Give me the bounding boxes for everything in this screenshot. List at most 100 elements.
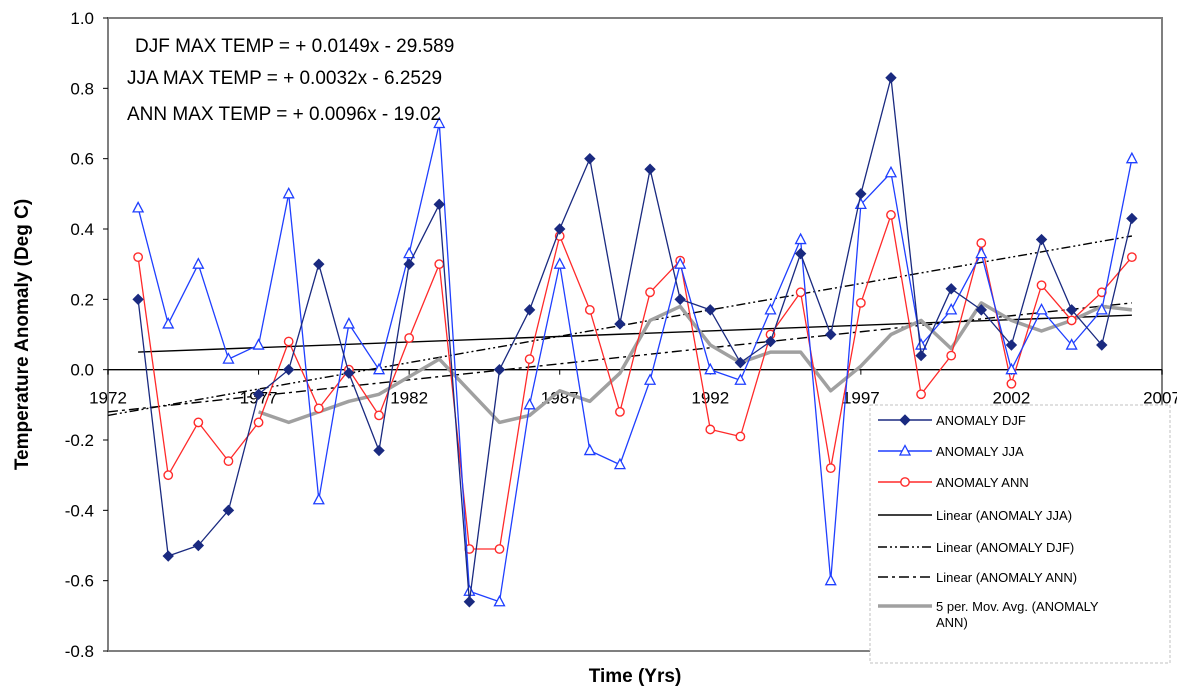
data-point (1096, 339, 1108, 351)
legend-swatch-marker (898, 444, 912, 456)
data-point (855, 188, 867, 200)
data-point (915, 349, 927, 362)
data-point (312, 492, 325, 505)
data-point (374, 410, 384, 421)
legend-swatch-marker (900, 477, 910, 487)
data-point (795, 287, 806, 298)
data-point (794, 232, 807, 245)
data-point (1095, 302, 1108, 315)
legend-label-line: ANN) (936, 615, 968, 630)
data-point (704, 304, 716, 316)
data-point (523, 397, 536, 410)
data-point (343, 367, 355, 379)
data-point (584, 152, 596, 165)
data-point (252, 338, 265, 350)
legend-item: 5 per. Mov. Avg. (ANOMALY ANN) (878, 599, 1099, 630)
data-point (705, 424, 716, 435)
y-tick-label: -0.6 (65, 572, 94, 591)
data-point (764, 302, 777, 315)
data-point (282, 186, 295, 199)
data-point (403, 246, 416, 259)
data-point (162, 317, 175, 329)
legend-item: Linear (ANOMALY DJF) (878, 540, 1074, 555)
y-tick-label: 0.0 (70, 361, 94, 380)
data-point (884, 165, 898, 178)
legend-label: Linear (ANOMALY ANN) (936, 570, 1077, 585)
data-point (855, 297, 866, 308)
data-point (222, 504, 235, 517)
data-point (734, 356, 747, 369)
data-point (554, 223, 566, 235)
data-point (614, 318, 626, 330)
data-point (1006, 378, 1017, 389)
data-point (1035, 302, 1048, 315)
legend-label-line: 5 per. Mov. Avg. (ANOMALY (936, 599, 1099, 614)
legend-item: ANOMALY DJF (878, 413, 1026, 428)
data-point (403, 258, 415, 270)
data-point (976, 238, 987, 248)
data-point (1066, 315, 1077, 326)
data-point (193, 417, 204, 428)
data-point (704, 362, 717, 375)
legend-box (869, 404, 1171, 664)
data-point (222, 352, 235, 364)
data-point (373, 444, 385, 457)
y-tick-label: 1.0 (70, 9, 94, 28)
data-point (494, 544, 505, 554)
legend-label: Linear (ANOMALY JJA) (936, 508, 1072, 523)
legend-label: ANOMALY JJA (936, 444, 1024, 459)
series-linear-anomaly-ann (107, 302, 1132, 413)
data-point (553, 257, 566, 269)
data-point (163, 470, 174, 481)
data-point (433, 198, 445, 211)
x-tick-label: 1972 (89, 389, 127, 408)
data-point (404, 333, 415, 343)
moving-average-line (258, 301, 1133, 425)
x-tick-label: 1992 (691, 389, 729, 408)
y-tick-label: -0.2 (65, 431, 94, 450)
data-point (1005, 339, 1018, 351)
data-point (1126, 212, 1138, 225)
data-point (493, 363, 506, 376)
series-line (137, 122, 1133, 603)
series-anomaly-jja (132, 116, 1138, 607)
legend-label: Linear (ANOMALY DJF) (936, 540, 1074, 555)
data-point (975, 304, 988, 316)
x-axis-title: Time (Yrs) (589, 666, 682, 687)
legend-swatch-marker (899, 414, 911, 426)
data-point (1126, 252, 1137, 263)
data-point (223, 456, 234, 466)
data-point (1005, 362, 1018, 375)
x-tick-label: 1997 (842, 389, 880, 408)
legend-label: 5 per. Mov. Avg. (ANOMALY ANN) (936, 599, 1099, 630)
data-point (886, 210, 896, 220)
data-point (584, 304, 595, 315)
data-point (132, 201, 145, 213)
data-point (885, 72, 897, 84)
data-point (192, 539, 205, 552)
data-point (433, 116, 446, 129)
trendline-equation: JJA MAX TEMP = + 0.0032x - 6.2529 (127, 68, 442, 89)
x-tick-label: 2007 (1143, 389, 1177, 408)
data-point (1065, 338, 1078, 350)
trendline-equation: ANN MAX TEMP = + 0.0096x - 19.02 (127, 104, 441, 125)
trendline-equation: DJF MAX TEMP = + 0.0149x - 29.589 (135, 36, 454, 57)
data-point (133, 252, 144, 263)
data-point (132, 293, 144, 306)
data-point (283, 336, 294, 347)
data-point (313, 258, 325, 270)
trend-line (107, 302, 1132, 413)
data-point (524, 354, 535, 365)
data-point (372, 362, 386, 375)
data-point (253, 417, 264, 428)
series-5-per-mov-avg-anomaly-ann (258, 301, 1133, 425)
x-tick-label: 1982 (390, 389, 428, 408)
legend-item: Linear (ANOMALY ANN) (878, 570, 1077, 585)
data-point (794, 247, 807, 260)
data-point (916, 389, 926, 400)
data-point (945, 302, 958, 315)
legend-item: Linear (ANOMALY JJA) (878, 508, 1072, 523)
data-point (162, 550, 174, 562)
data-point (613, 457, 627, 470)
data-point (1096, 287, 1107, 298)
